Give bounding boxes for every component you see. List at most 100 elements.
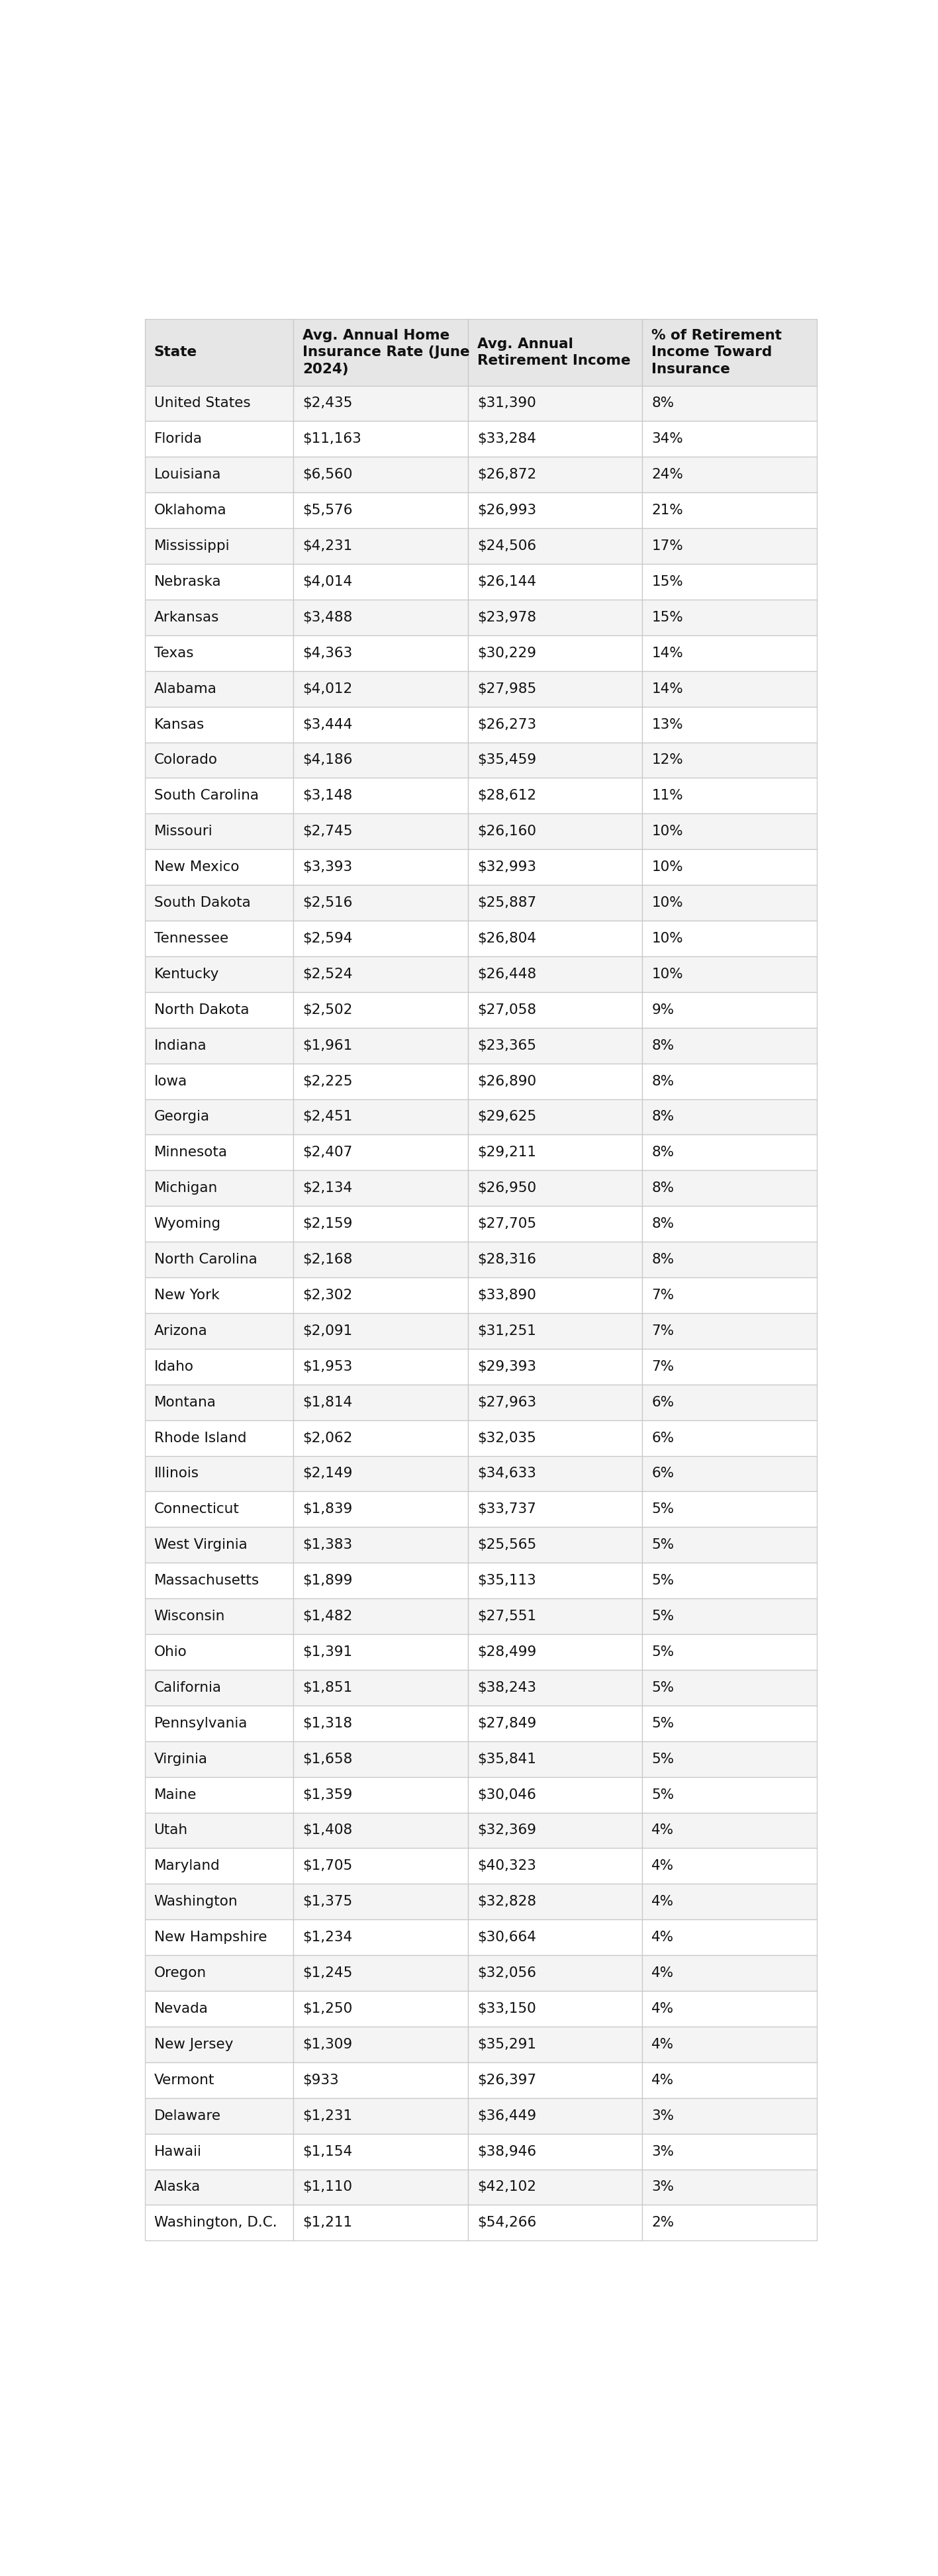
Bar — [294, 600, 468, 636]
Bar — [294, 1206, 468, 1242]
Bar — [144, 528, 294, 564]
Text: Illinois: Illinois — [154, 1466, 199, 1481]
Bar — [294, 2133, 468, 2169]
Bar — [294, 456, 468, 492]
Text: $2,435: $2,435 — [303, 397, 353, 410]
Bar — [294, 1741, 468, 1777]
Bar — [468, 636, 643, 670]
Text: 11%: 11% — [652, 788, 683, 804]
Text: 10%: 10% — [652, 896, 683, 909]
Bar — [144, 456, 294, 492]
Bar — [144, 386, 294, 422]
Text: State: State — [154, 345, 197, 358]
Text: $24,506: $24,506 — [477, 538, 537, 554]
Text: Idaho: Idaho — [154, 1360, 193, 1373]
Text: $2,594: $2,594 — [303, 933, 353, 945]
Text: $2,451: $2,451 — [303, 1110, 353, 1123]
Bar — [468, 1777, 643, 1814]
Text: 4%: 4% — [652, 1965, 674, 1981]
Text: 4%: 4% — [652, 1932, 674, 1945]
Text: $26,950: $26,950 — [477, 1182, 537, 1195]
Text: Alabama: Alabama — [154, 683, 217, 696]
Bar — [643, 564, 817, 600]
Text: 5%: 5% — [652, 1610, 674, 1623]
Bar — [643, 1600, 817, 1633]
Bar — [643, 706, 817, 742]
Bar — [294, 1669, 468, 1705]
Text: $32,369: $32,369 — [477, 1824, 536, 1837]
Bar — [468, 1350, 643, 1383]
Text: 10%: 10% — [652, 860, 683, 873]
Text: 3%: 3% — [652, 2146, 674, 2159]
Text: $2,091: $2,091 — [303, 1324, 353, 1337]
Text: $1,814: $1,814 — [303, 1396, 353, 1409]
Text: Delaware: Delaware — [154, 2110, 220, 2123]
Text: $29,625: $29,625 — [477, 1110, 537, 1123]
Text: $36,449: $36,449 — [477, 2110, 537, 2123]
Text: $28,499: $28,499 — [477, 1646, 537, 1659]
Text: $33,737: $33,737 — [477, 1502, 536, 1515]
Text: Wyoming: Wyoming — [154, 1218, 220, 1231]
Bar — [643, 1528, 817, 1564]
Bar — [294, 1847, 468, 1883]
Bar — [144, 1100, 294, 1136]
Text: $3,148: $3,148 — [303, 788, 353, 804]
Bar — [643, 1064, 817, 1100]
Bar — [144, 1136, 294, 1170]
Bar — [294, 1064, 468, 1100]
Bar — [468, 920, 643, 956]
Text: Maine: Maine — [154, 1788, 197, 1801]
Bar — [468, 1170, 643, 1206]
Bar — [643, 778, 817, 814]
Bar — [643, 1955, 817, 1991]
Bar — [468, 742, 643, 778]
Bar — [468, 1741, 643, 1777]
Text: Michigan: Michigan — [154, 1182, 218, 1195]
Bar — [144, 1242, 294, 1278]
Bar — [468, 1136, 643, 1170]
Text: $30,046: $30,046 — [477, 1788, 536, 1801]
Bar — [468, 2205, 643, 2241]
Text: $30,664: $30,664 — [477, 1932, 536, 1945]
Bar — [468, 1100, 643, 1136]
Text: 2%: 2% — [652, 2215, 674, 2228]
Bar — [294, 1492, 468, 1528]
Bar — [294, 778, 468, 814]
Text: $1,245: $1,245 — [303, 1965, 353, 1981]
Bar — [294, 1564, 468, 1600]
Bar — [144, 2133, 294, 2169]
Bar — [643, 1847, 817, 1883]
Bar — [468, 2133, 643, 2169]
Text: 17%: 17% — [652, 538, 683, 554]
Text: $54,266: $54,266 — [477, 2215, 537, 2228]
Text: Missouri: Missouri — [154, 824, 213, 837]
Text: $1,110: $1,110 — [303, 2179, 353, 2195]
Text: $26,804: $26,804 — [477, 933, 537, 945]
Text: $40,323: $40,323 — [477, 1860, 536, 1873]
Bar — [294, 1350, 468, 1383]
Bar — [643, 386, 817, 422]
Text: $11,163: $11,163 — [303, 433, 361, 446]
Text: $29,393: $29,393 — [477, 1360, 536, 1373]
Text: $28,612: $28,612 — [477, 788, 537, 804]
Text: $4,231: $4,231 — [303, 538, 353, 554]
Text: 4%: 4% — [652, 1896, 674, 1909]
Bar — [643, 886, 817, 920]
Bar — [468, 1919, 643, 1955]
Bar — [144, 1991, 294, 2027]
Text: $23,978: $23,978 — [477, 611, 537, 623]
Bar — [643, 1028, 817, 1064]
Bar — [294, 2027, 468, 2063]
Text: 4%: 4% — [652, 1860, 674, 1873]
Text: North Carolina: North Carolina — [154, 1252, 257, 1267]
Bar — [643, 492, 817, 528]
Bar — [468, 814, 643, 850]
Text: $26,993: $26,993 — [477, 505, 537, 518]
Bar — [643, 2205, 817, 2241]
Text: $4,363: $4,363 — [303, 647, 353, 659]
Bar — [144, 1419, 294, 1455]
Text: $2,516: $2,516 — [303, 896, 353, 909]
Text: $27,963: $27,963 — [477, 1396, 537, 1409]
Bar — [294, 1814, 468, 1847]
Text: 8%: 8% — [652, 1038, 674, 1051]
